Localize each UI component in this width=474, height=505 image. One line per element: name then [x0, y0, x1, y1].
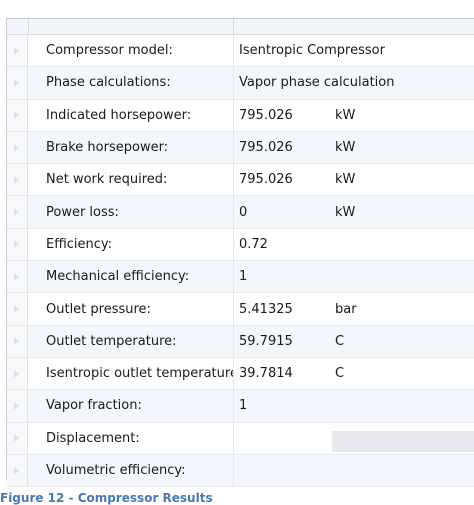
column-divider — [233, 325, 234, 357]
property-unit: kW — [335, 172, 356, 188]
property-value: 795.026 — [239, 107, 293, 123]
property-row-isentropic-outlet-temperature[interactable]: Isentropic outlet temperature 39.7814 C — [7, 357, 474, 391]
row-arrow-icon — [14, 434, 19, 443]
property-value: Isentropic Compressor — [239, 43, 385, 59]
column-divider — [233, 196, 234, 228]
property-unit: kW — [335, 107, 356, 123]
row-marker — [7, 454, 28, 487]
property-value: 39.7814 — [239, 366, 293, 382]
property-unit: kW — [335, 140, 356, 156]
column-divider — [233, 164, 234, 196]
row-arrow-icon — [14, 111, 19, 120]
property-row-brake-horsepower[interactable]: Brake horsepower: 795.026 kW — [7, 131, 474, 165]
property-label: Power loss: — [46, 204, 119, 220]
column-divider — [233, 99, 234, 131]
column-divider — [233, 35, 234, 67]
property-row-compressor-model[interactable]: Compressor model: Isentropic Compressor — [7, 35, 474, 68]
property-label: Brake horsepower: — [46, 140, 169, 156]
property-value: 0 — [239, 204, 248, 220]
row-arrow-icon — [14, 466, 19, 475]
property-row-phase-calculations[interactable]: Phase calculations: Vapor phase calculat… — [7, 67, 474, 100]
header-marker-column — [7, 19, 29, 34]
row-marker — [7, 293, 28, 325]
row-marker — [7, 422, 28, 454]
row-arrow-icon — [14, 78, 19, 87]
figure-caption-text: Figure 12 - Compressor Results — [0, 491, 213, 505]
property-value: 795.026 — [239, 140, 293, 156]
top-strip — [0, 0, 474, 18]
displacement-value-field[interactable] — [332, 430, 474, 452]
row-arrow-icon — [14, 305, 19, 314]
row-arrow-icon — [14, 337, 19, 346]
row-marker — [7, 35, 28, 67]
row-marker — [7, 196, 28, 228]
row-marker — [7, 99, 28, 131]
header-property-column — [29, 19, 234, 34]
property-value: 0.72 — [239, 236, 268, 252]
property-value: Vapor phase calculation — [239, 75, 395, 91]
row-arrow-icon — [14, 369, 19, 378]
column-divider — [233, 390, 234, 422]
property-row-outlet-temperature[interactable]: Outlet temperature: 59.7915 C — [7, 325, 474, 358]
property-value: 1 — [239, 269, 248, 285]
row-marker — [7, 228, 28, 261]
property-row-mechanical-efficiency[interactable]: Mechanical efficiency: 1 — [7, 261, 474, 294]
row-marker — [7, 164, 28, 196]
property-label: Mechanical efficiency: — [46, 269, 190, 285]
results-property-grid: Compressor model: Isentropic Compressor … — [6, 18, 474, 488]
property-label: Indicated horsepower: — [46, 107, 192, 123]
column-divider — [233, 357, 234, 390]
property-value: 59.7915 — [239, 333, 293, 349]
property-label: Vapor fraction: — [46, 398, 142, 414]
row-arrow-icon — [14, 175, 19, 184]
property-row-efficiency[interactable]: Efficiency: 0.72 — [7, 228, 474, 262]
property-label: Outlet temperature: — [46, 333, 177, 349]
row-arrow-icon — [14, 208, 19, 217]
row-marker — [7, 390, 28, 422]
property-label: Isentropic outlet temperature — [46, 366, 234, 382]
property-unit: kW — [335, 204, 356, 220]
property-label: Efficiency: — [46, 236, 113, 252]
row-arrow-icon — [14, 240, 19, 249]
property-value: 795.026 — [239, 172, 293, 188]
property-row-volumetric-efficiency[interactable]: Volumetric efficiency: — [7, 454, 474, 488]
column-divider — [233, 422, 234, 454]
column-divider — [233, 228, 234, 261]
column-divider — [233, 454, 234, 487]
column-divider — [233, 131, 234, 164]
property-label: Displacement: — [46, 430, 140, 446]
row-marker — [7, 131, 28, 164]
property-row-indicated-horsepower[interactable]: Indicated horsepower: 795.026 kW — [7, 99, 474, 132]
property-label: Volumetric efficiency: — [46, 463, 186, 478]
grid-header — [7, 19, 474, 35]
row-arrow-icon — [14, 46, 19, 55]
header-value-column — [234, 19, 474, 34]
property-label: Compressor model: — [46, 43, 173, 59]
property-label: Phase calculations: — [46, 75, 171, 91]
property-unit: C — [335, 366, 345, 382]
row-marker — [7, 67, 28, 99]
row-marker — [7, 261, 28, 293]
property-row-outlet-pressure[interactable]: Outlet pressure: 5.41325 bar — [7, 293, 474, 326]
property-unit: C — [335, 333, 345, 349]
row-arrow-icon — [14, 401, 19, 410]
row-arrow-icon — [14, 272, 19, 281]
column-divider — [233, 261, 234, 293]
property-value: 5.41325 — [239, 301, 293, 317]
figure-caption: Figure 12 - Compressor Results — [0, 489, 474, 505]
property-unit: bar — [335, 301, 357, 317]
clipped-heading-fragment — [52, 0, 92, 4]
property-row-vapor-fraction[interactable]: Vapor fraction: 1 — [7, 390, 474, 423]
column-divider — [233, 293, 234, 325]
property-row-displacement[interactable]: Displacement: — [7, 422, 474, 455]
column-divider — [233, 67, 234, 99]
property-value: 1 — [239, 398, 248, 414]
row-arrow-icon — [14, 143, 19, 152]
property-row-power-loss[interactable]: Power loss: 0 kW — [7, 196, 474, 229]
row-marker — [7, 325, 28, 357]
row-marker — [7, 357, 28, 390]
property-label: Net work required: — [46, 172, 168, 188]
property-label: Outlet pressure: — [46, 301, 151, 317]
property-row-net-work-required[interactable]: Net work required: 795.026 kW — [7, 164, 474, 197]
